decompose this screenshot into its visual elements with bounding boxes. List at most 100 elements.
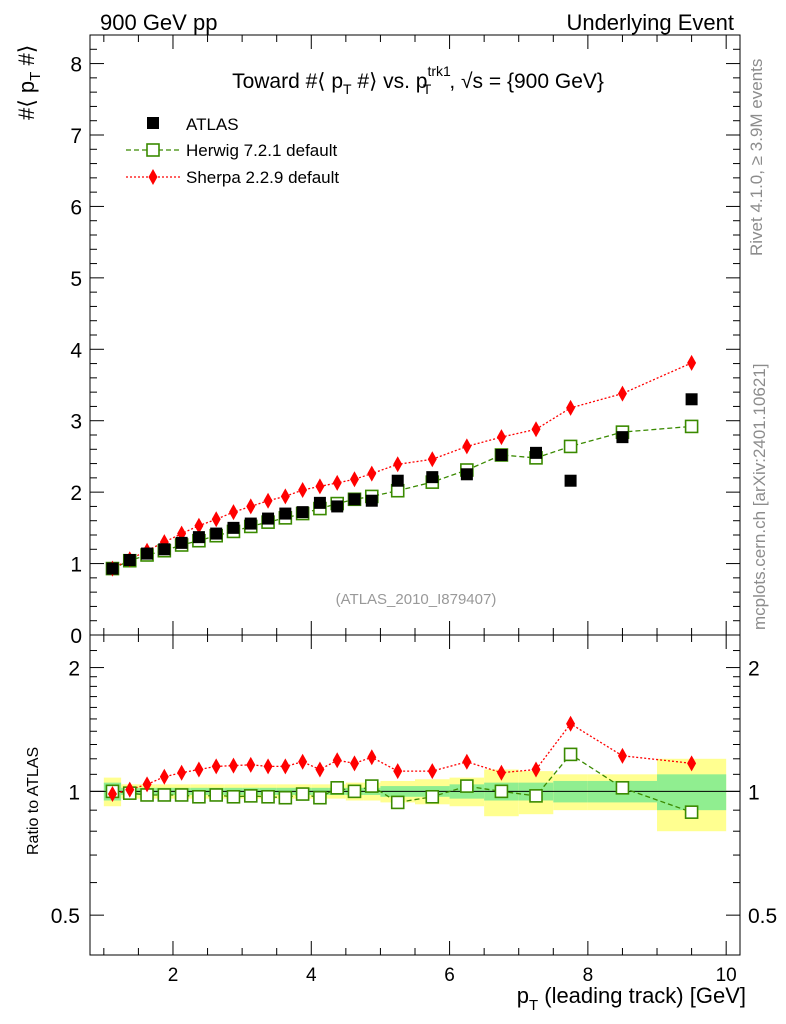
sherpa-point bbox=[617, 385, 627, 402]
sherpa-point bbox=[687, 354, 697, 371]
ratio-herwig-point bbox=[347, 784, 362, 799]
sherpa-point bbox=[280, 488, 290, 505]
chart-title-prefix: Toward #⟨ p bbox=[232, 70, 343, 93]
ratio-herwig-point bbox=[313, 790, 327, 805]
ratio-herwig-point bbox=[157, 788, 172, 802]
ratio-sherpa-point bbox=[462, 753, 472, 770]
y-tick-label: 7 bbox=[70, 125, 82, 148]
y-tick-label: 5 bbox=[70, 268, 82, 291]
atlas-point bbox=[192, 531, 205, 544]
ratio-sherpa-point bbox=[107, 786, 117, 803]
atlas-point bbox=[313, 496, 326, 509]
ratio-sherpa-point bbox=[211, 758, 221, 775]
sherpa-point bbox=[246, 498, 256, 515]
atlas-point bbox=[210, 527, 223, 540]
ratio-herwig-point bbox=[192, 789, 206, 804]
main-x-ticks bbox=[103, 35, 727, 635]
sherpa-point bbox=[315, 478, 325, 495]
analysis-watermark: (ATLAS_2010_I879407) bbox=[336, 591, 497, 608]
ratio-sherpa-point bbox=[427, 763, 437, 780]
ratio-y-tick-label-right: 1 bbox=[748, 781, 760, 804]
sherpa-point bbox=[194, 517, 204, 534]
ratio-band-inner bbox=[657, 774, 727, 811]
main-y-label: #⟨ pT #⟩ bbox=[14, 45, 44, 120]
main-y-label-suffix: #⟩ bbox=[14, 45, 39, 72]
legend: ATLAS Herwig 7.2.1 default Sherpa 2.2.9 … bbox=[126, 115, 339, 187]
y-tick-label: 8 bbox=[70, 54, 82, 77]
ratio-herwig-point bbox=[243, 789, 258, 803]
atlas-point bbox=[348, 493, 361, 506]
ratio-sherpa-point bbox=[177, 764, 187, 781]
x-tick-label: 2 bbox=[168, 965, 179, 986]
ratio-panel: 0.5 0.5 1 1 2 2 2 4 6 8 10 Ratio to ATLAS pT (lea… bbox=[25, 634, 777, 1014]
sherpa-point bbox=[298, 482, 308, 498]
chart-title-sub2: T bbox=[423, 81, 432, 97]
sherpa-point bbox=[427, 451, 437, 468]
y-tick-label: 0 bbox=[70, 625, 82, 648]
ratio-y-tick-label-right: 2 bbox=[748, 658, 760, 681]
chart-title-mid: #⟩ vs. p bbox=[352, 70, 428, 93]
ratio-herwig-point bbox=[684, 805, 699, 819]
ratio-y-tick-label: 1 bbox=[68, 781, 80, 804]
atlas-point bbox=[365, 494, 378, 507]
chart-title: Toward #⟨ pT #⟩ vs. ptrk1 T, √s = {900 Ge… bbox=[232, 63, 604, 97]
atlas-point bbox=[460, 468, 473, 481]
ratio-herwig-point bbox=[226, 789, 241, 804]
sherpa-point bbox=[263, 492, 273, 509]
x-axis-label-sub: T bbox=[529, 997, 538, 1014]
ratio-herwig-point bbox=[174, 788, 189, 802]
atlas-point bbox=[227, 521, 240, 534]
sherpa-point bbox=[228, 504, 238, 521]
sherpa-point bbox=[531, 421, 541, 438]
ratio-herwig-point bbox=[425, 789, 440, 804]
atlas-point bbox=[279, 507, 292, 520]
x-axis-label-suffix: (leading track) [GeV] bbox=[538, 983, 746, 1008]
main-y-label-sub: T bbox=[27, 72, 44, 81]
legend-sherpa-marker bbox=[148, 169, 158, 185]
y-tick-label: 2 bbox=[70, 482, 82, 505]
sherpa-point bbox=[367, 465, 377, 482]
ratio-y-tick-label: 2 bbox=[68, 658, 80, 681]
sherpa-point bbox=[332, 474, 342, 491]
x-axis-label-prefix: p bbox=[517, 983, 529, 1008]
ratio-y-label: Ratio to ATLAS bbox=[25, 747, 42, 855]
sherpa-point bbox=[566, 399, 576, 416]
main-y-ticks: 0 1 2 3 4 5 6 7 8 bbox=[70, 34, 740, 648]
y-tick-label: 1 bbox=[70, 554, 82, 577]
ratio-sherpa-point bbox=[687, 755, 697, 772]
ratio-herwig-point bbox=[460, 779, 474, 793]
y-tick-label: 4 bbox=[70, 339, 82, 362]
legend-herwig-marker bbox=[146, 143, 160, 157]
sherpa-point bbox=[393, 456, 403, 473]
ratio-herwig-point bbox=[615, 781, 630, 795]
atlas-point bbox=[530, 446, 543, 459]
atlas-point bbox=[244, 517, 257, 530]
legend-herwig-label: Herwig 7.2.1 default bbox=[186, 141, 337, 160]
ratio-herwig-point bbox=[295, 787, 310, 801]
x-tick-label: 4 bbox=[306, 965, 317, 986]
ratio-sherpa-point bbox=[617, 747, 627, 764]
x-tick-label: 10 bbox=[716, 965, 737, 986]
ratio-herwig-point bbox=[563, 747, 578, 762]
ratio-y-tick-label: 0.5 bbox=[51, 905, 80, 928]
x-tick-label: 8 bbox=[583, 965, 594, 986]
ratio-points bbox=[105, 715, 699, 819]
atlas-point bbox=[495, 449, 508, 461]
main-points bbox=[105, 354, 699, 577]
ratio-y-ticks: 0.5 0.5 1 1 2 2 bbox=[51, 634, 777, 956]
legend-atlas-label: ATLAS bbox=[186, 115, 239, 134]
atlas-point bbox=[175, 536, 188, 549]
herwig-point bbox=[563, 439, 578, 454]
ratio-sherpa-point bbox=[298, 753, 308, 770]
ratio-sherpa-point bbox=[194, 761, 204, 778]
ratio-herwig-point bbox=[261, 789, 275, 804]
ratio-sherpa-point bbox=[566, 715, 576, 732]
legend-atlas-marker bbox=[147, 117, 159, 129]
ratio-sherpa-point bbox=[263, 758, 273, 775]
mcplots-label: mcplots.cern.ch [arXiv:2401.10621] bbox=[750, 364, 769, 630]
atlas-point bbox=[426, 471, 439, 484]
atlas-point bbox=[262, 512, 275, 525]
ratio-sherpa-point bbox=[228, 757, 238, 774]
